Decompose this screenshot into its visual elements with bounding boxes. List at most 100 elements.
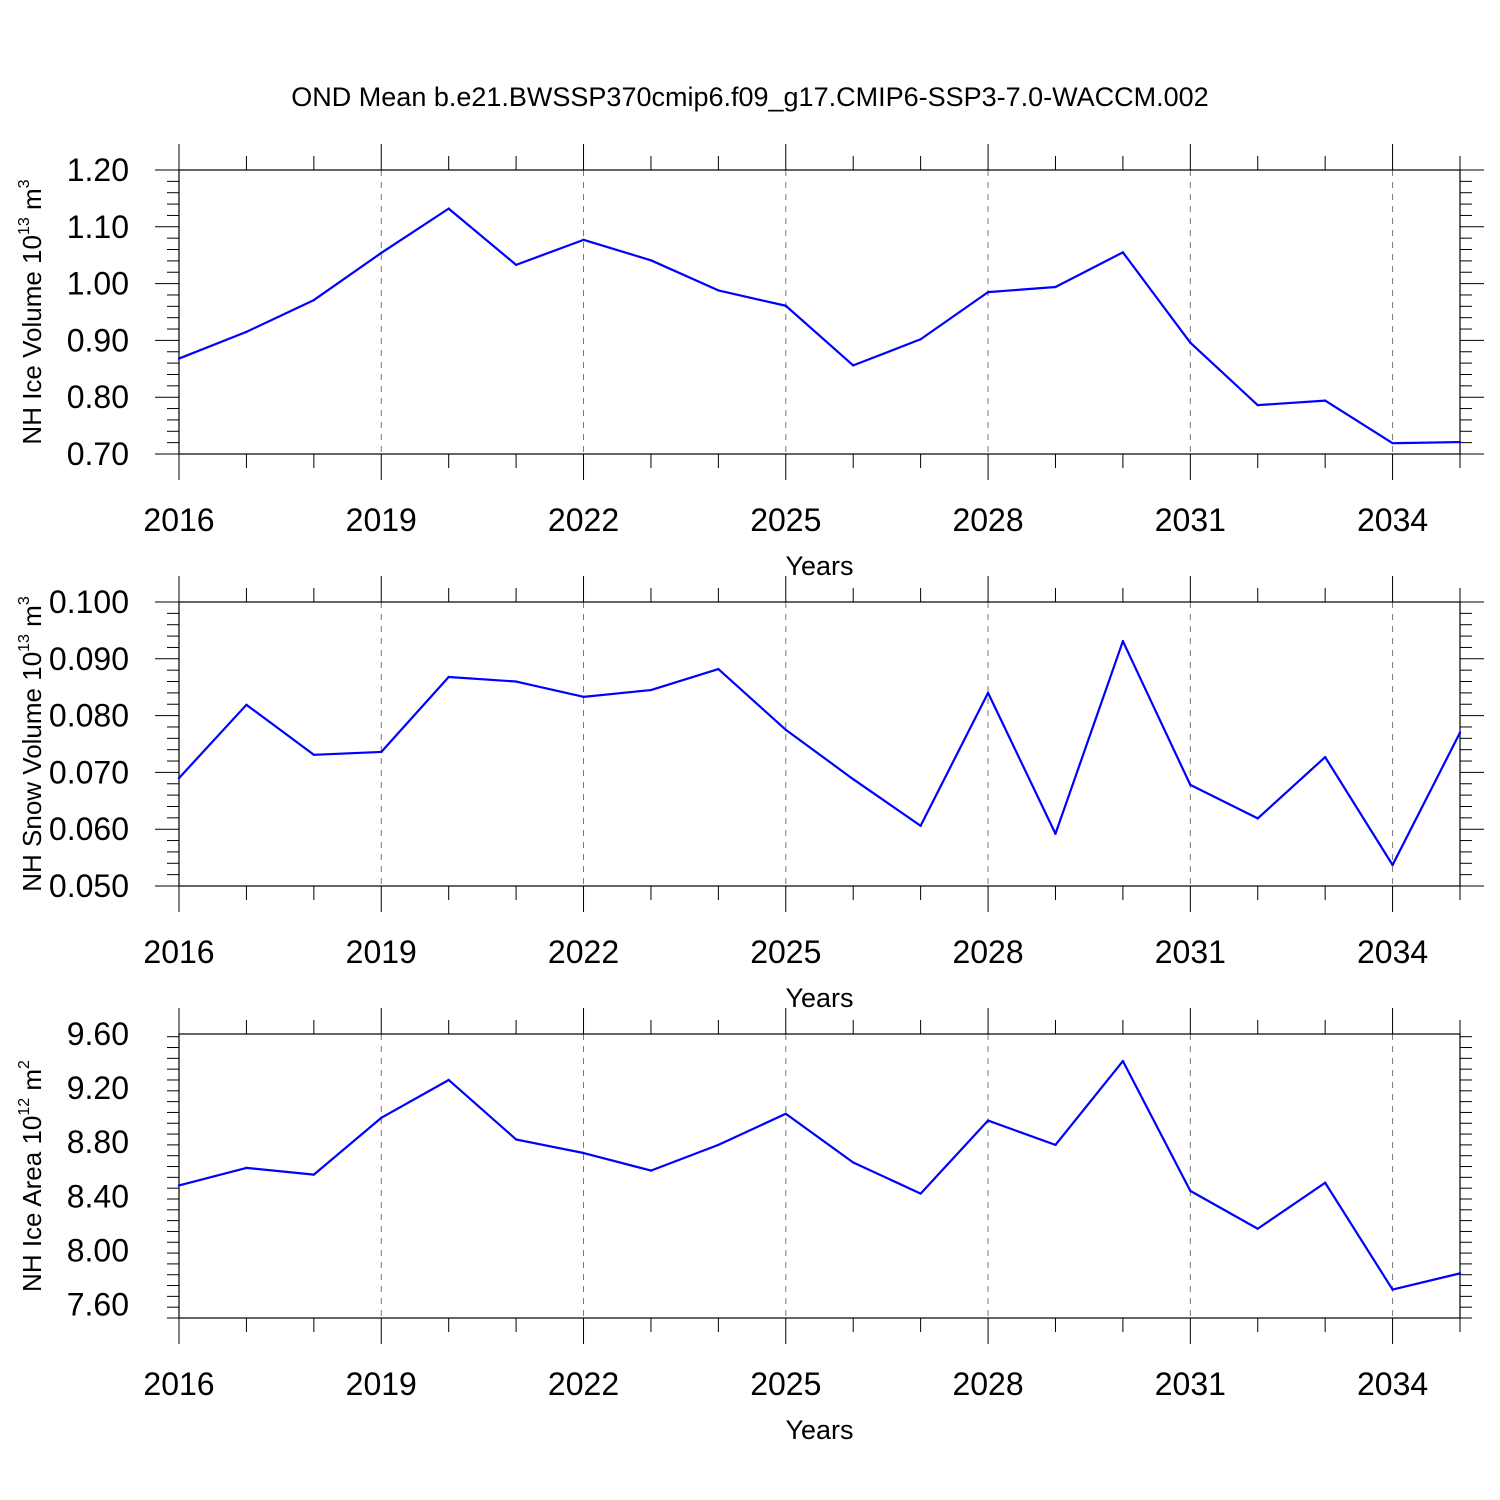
y-tick-label: 8.80 [67, 1124, 129, 1160]
data-point [1256, 817, 1259, 820]
data-point [1054, 832, 1057, 835]
data-point [852, 1161, 855, 1164]
data-point [649, 688, 653, 692]
data-point [717, 1143, 720, 1147]
data-point [784, 728, 787, 731]
data-point [245, 330, 248, 334]
data-point [1189, 341, 1192, 344]
plot-frame [178, 1033, 1461, 1319]
x-tick-label: 2022 [548, 502, 619, 538]
data-point [514, 263, 518, 267]
y-tick-label: 0.90 [67, 322, 129, 358]
x-tick-label: 2022 [548, 1366, 619, 1402]
series-line [178, 1059, 1461, 1291]
x-tick-label: 2034 [1357, 1366, 1428, 1402]
data-point [1121, 1059, 1125, 1063]
y-tick-label: 7.60 [67, 1286, 129, 1322]
x-tick-label: 2034 [1357, 934, 1428, 970]
x-axis-label: Years [785, 551, 853, 581]
y-tick-label: 1.20 [67, 152, 129, 188]
x-tick-label: 2031 [1155, 502, 1226, 538]
data-point [852, 364, 855, 367]
x-tick-label: 2034 [1357, 502, 1428, 538]
y-tick-label: 1.10 [67, 209, 129, 245]
y-tick-label: 0.070 [49, 754, 129, 790]
y-axis-label: NH Snow Volume 1013 m3 [16, 596, 47, 892]
figure-title: OND Mean b.e21.BWSSP370cmip6.f09_g17.CMI… [291, 82, 1208, 112]
data-point [582, 1151, 585, 1155]
data-point [582, 238, 585, 242]
data-point [1189, 1189, 1192, 1193]
data-point [514, 680, 518, 683]
data-point [245, 703, 248, 707]
plot-frame [178, 601, 1461, 887]
y-tick-label: 0.080 [49, 698, 129, 734]
x-tick-label: 2031 [1155, 1366, 1226, 1402]
series-line [178, 640, 1461, 867]
x-axis-label: Years [785, 983, 853, 1013]
x-tick-label: 2028 [952, 1366, 1023, 1402]
data-point [1391, 442, 1394, 445]
data-point [1054, 1143, 1057, 1147]
x-tick-label: 2025 [750, 502, 821, 538]
data-point [312, 1173, 316, 1176]
x-tick-label: 2025 [750, 1366, 821, 1402]
panel-1: 0.70 0.80 0.90 1.00 1.10 1.20 2016 2019 2022 2025… [16, 144, 1484, 581]
data-point [380, 251, 383, 255]
y-axis-label: NH Ice Area 1012 m2 [16, 1060, 47, 1292]
x-tick-label: 2019 [346, 934, 417, 970]
x-tick-label: 2016 [143, 934, 214, 970]
data-point [717, 667, 720, 671]
data-point [582, 695, 585, 699]
panel-2: 0.050 0.060 0.070 0.080 0.090 0.100 2016 2019 20… [16, 576, 1484, 1013]
x-tick-label: 2019 [346, 502, 417, 538]
data-point [1458, 731, 1462, 734]
x-axis-label: Years [785, 1415, 853, 1445]
y-tick-label: 9.20 [67, 1070, 129, 1106]
data-point [447, 1078, 450, 1082]
plot-frame [178, 169, 1461, 455]
x-tick-label: 2031 [1155, 934, 1226, 970]
series-line [178, 207, 1461, 445]
data-point [784, 304, 787, 307]
data-point [177, 776, 181, 780]
data-point [1121, 639, 1125, 643]
x-tick-label: 2022 [548, 934, 619, 970]
data-point [1323, 1181, 1327, 1184]
data-point [1323, 399, 1327, 402]
data-point [986, 290, 990, 294]
data-point [919, 1192, 922, 1195]
data-point [1189, 783, 1192, 787]
y-tick-label: 9.60 [67, 1016, 129, 1052]
data-point [380, 750, 383, 754]
data-point [1458, 440, 1462, 444]
data-point [1458, 1272, 1462, 1275]
data-point [986, 691, 990, 695]
data-point [177, 357, 181, 360]
data-point [919, 824, 922, 827]
y-tick-label: 0.80 [67, 379, 129, 415]
y-tick-label: 0.050 [49, 868, 129, 904]
y-tick-label: 8.00 [67, 1232, 129, 1268]
panel-3: 7.60 8.00 8.40 8.80 9.20 9.60 2016 2019 2022 2025… [16, 1008, 1472, 1445]
data-point [177, 1184, 181, 1187]
data-point [649, 259, 653, 262]
data-point [312, 753, 316, 756]
data-point [312, 298, 316, 302]
x-tick-label: 2028 [952, 934, 1023, 970]
data-point [1391, 1288, 1394, 1291]
data-point [717, 289, 720, 292]
data-point [1256, 1227, 1259, 1230]
data-point [245, 1166, 248, 1170]
x-tick-label: 2016 [143, 1366, 214, 1402]
data-point [649, 1169, 653, 1172]
data-point [1121, 251, 1125, 254]
y-axis-label: NH Ice Volume 1013 m3 [16, 179, 47, 444]
data-point [1054, 285, 1057, 289]
data-point [1391, 863, 1394, 867]
x-tick-label: 2028 [952, 502, 1023, 538]
y-tick-label: 0.70 [67, 436, 129, 472]
y-tick-label: 0.100 [49, 584, 129, 620]
